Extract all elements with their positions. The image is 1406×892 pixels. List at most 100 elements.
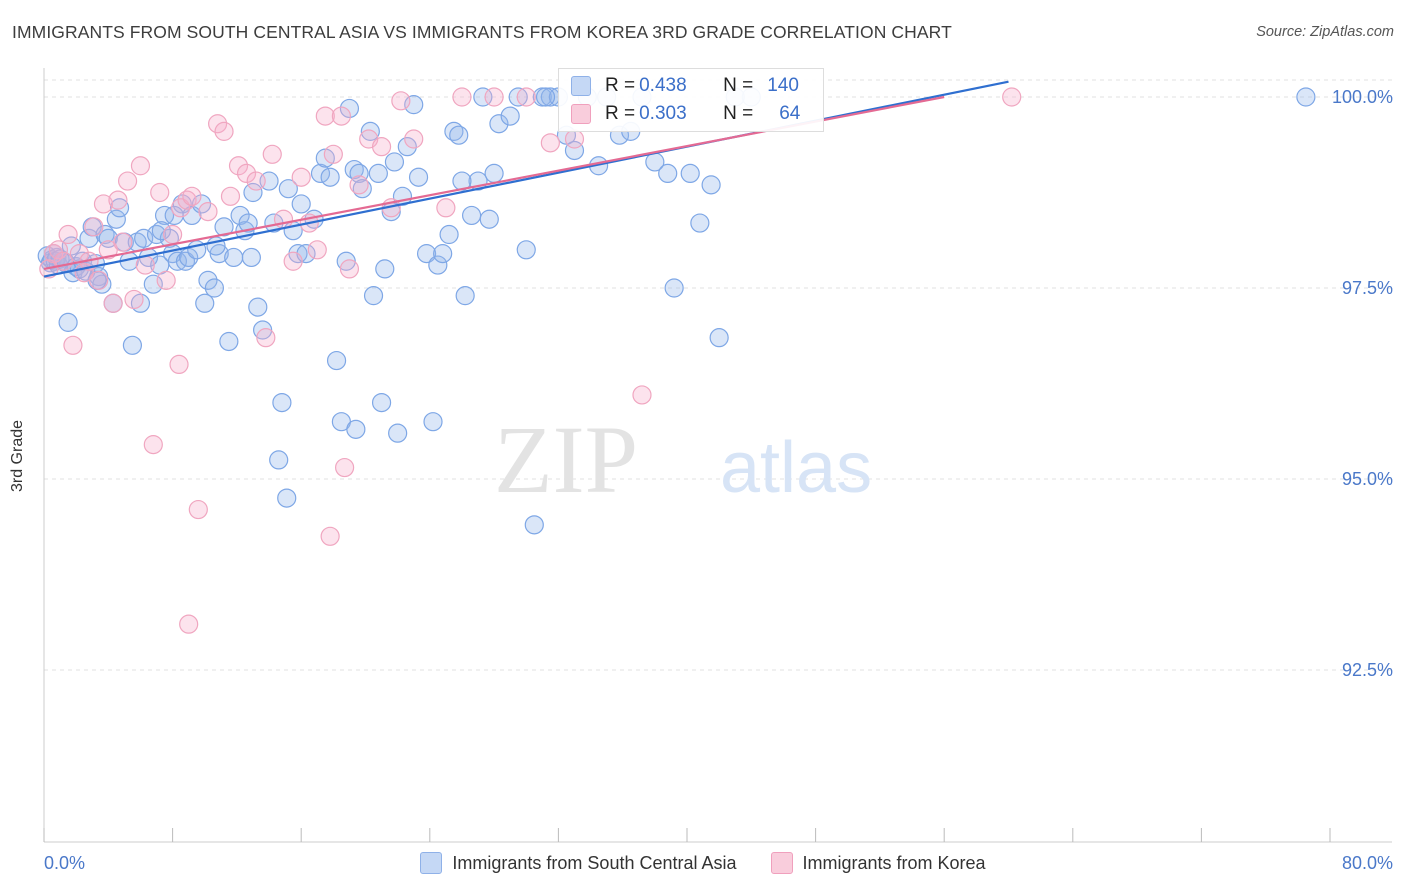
blue-point-129	[535, 87, 556, 107]
blue-point-81	[368, 163, 388, 183]
y-tick-label-2: 95.0%	[1342, 469, 1393, 489]
stats-r-label: R =	[605, 103, 636, 124]
blue-point-120	[658, 163, 678, 183]
pink-point-58	[632, 385, 652, 405]
pink-point-41	[307, 240, 327, 260]
blue-point-23	[98, 228, 118, 248]
stats-r-value-blue: 0.438	[639, 75, 687, 96]
pink-point-17	[124, 289, 144, 310]
pink-point-14	[108, 190, 128, 210]
pink-point-36	[262, 144, 282, 164]
pink-point-46	[349, 175, 369, 195]
blue-point-96	[449, 125, 469, 145]
pink-point-57	[564, 129, 585, 149]
blue-point-133	[277, 488, 297, 508]
pink-point-44	[331, 106, 351, 126]
blue-point-101	[479, 209, 499, 229]
blue-point-63	[278, 179, 298, 199]
blue-point-93	[433, 244, 453, 264]
pink-point-23	[163, 224, 183, 245]
blue-point-57	[243, 182, 263, 203]
blue-point-79	[360, 121, 380, 141]
blue-point-69	[310, 163, 331, 183]
stats-legend: R = 0.438 N = 140 R = 0.303 N = 64	[558, 68, 824, 132]
blue-point-128	[1296, 87, 1316, 107]
blue-point-132	[269, 450, 289, 470]
pink-point-51	[404, 129, 424, 149]
blue-point-26	[109, 198, 130, 218]
stats-n-label: N =	[723, 75, 754, 96]
blue-point-91	[423, 412, 443, 432]
blue-point-130	[371, 393, 392, 413]
blue-point-47	[195, 293, 215, 313]
blue-point-34	[143, 274, 163, 294]
pink-point-31	[220, 186, 241, 206]
pink-point-38	[283, 251, 303, 271]
stats-r-label: R =	[605, 75, 636, 96]
pink-point-4	[58, 224, 78, 245]
pink-point-54	[484, 87, 504, 107]
pink-point-13	[103, 293, 123, 313]
blue-point-37	[154, 205, 175, 226]
pink-point-52	[436, 198, 456, 218]
blue-point-10	[58, 312, 78, 332]
pink-point-43	[323, 144, 343, 164]
blue-point-131	[346, 419, 366, 439]
y-tick-label-3: 92.5%	[1342, 660, 1393, 680]
axes	[43, 68, 1392, 843]
pink-point-59	[1002, 87, 1022, 107]
blue-point-85	[388, 423, 408, 443]
blue-point-43	[179, 247, 199, 268]
blue-point-89	[408, 167, 429, 187]
blue-point-51	[214, 217, 234, 237]
blue-point-122	[680, 163, 700, 183]
blue-point-104	[500, 106, 520, 126]
source-label: Source: ZipAtlas.com	[1256, 24, 1394, 40]
pink-point-45	[339, 259, 360, 279]
blue-point-103	[489, 114, 509, 134]
stats-row-blue: R = 0.438 N = 140	[571, 73, 799, 99]
stats-n-value-pink: 64	[779, 103, 801, 124]
legend-swatch-blue	[420, 852, 443, 874]
stats-swatch-blue	[571, 76, 591, 96]
pink-point-21	[150, 182, 170, 203]
pink-point-26	[182, 186, 202, 206]
blue-point-137	[164, 205, 184, 226]
blue-point-77	[349, 163, 369, 183]
blue-point-87	[397, 137, 417, 157]
pink-point-56	[540, 133, 560, 153]
pink-point-62	[320, 526, 340, 546]
x-tick-label-min: 0.0%	[44, 853, 85, 873]
pink-point-11	[93, 194, 114, 214]
pink-point-61	[179, 614, 199, 634]
legend-label: Immigrants from South Central Asia	[452, 852, 737, 873]
legend-item-korea[interactable]: Immigrants from Korea	[770, 852, 986, 874]
blue-point-46	[191, 194, 212, 214]
pink-point-24	[171, 198, 191, 218]
blue-point-71	[320, 167, 340, 187]
blue-point-112	[564, 140, 585, 161]
blue-point-106	[516, 240, 536, 260]
pink-point-32	[228, 156, 249, 176]
pink-point-19	[135, 255, 155, 275]
y-tick-label-1: 97.5%	[1342, 278, 1393, 298]
pink-point-16	[117, 171, 138, 191]
blue-point-29	[122, 335, 143, 355]
blue-point-56	[238, 213, 258, 233]
blue-point-107	[524, 515, 544, 535]
stats-n-label: N =	[723, 103, 754, 124]
pink-point-42	[315, 106, 335, 126]
blue-point-135	[241, 247, 261, 268]
blue-point-75	[339, 98, 360, 119]
legend-item-south-central-asia[interactable]: Immigrants from South Central Asia	[420, 852, 737, 874]
pink-point-5	[63, 335, 83, 355]
series-blue-points	[37, 87, 1316, 535]
blue-point-48	[198, 270, 218, 290]
x-tick-label-max: 80.0%	[1342, 853, 1393, 873]
blue-point-94	[439, 224, 459, 245]
pink-point-2	[48, 240, 69, 260]
pink-point-15	[113, 232, 133, 252]
blue-point-97	[455, 286, 475, 306]
blue-point-102	[484, 163, 504, 183]
